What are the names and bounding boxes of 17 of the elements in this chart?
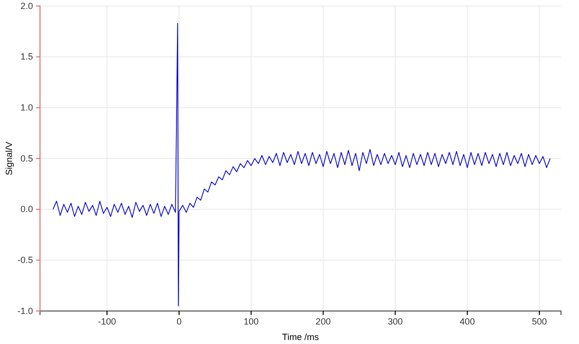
x-axis-title: Time /ms (282, 332, 320, 342)
y-axis-title: Signal/V (4, 142, 14, 176)
x-tick-label: -100 (98, 316, 116, 326)
line-series (52, 22, 551, 306)
y-tick-label: -0.5 (17, 255, 33, 266)
y-tick-label: 1.5 (20, 52, 33, 62)
y-tick-label: 1.0 (20, 102, 33, 113)
y-tick-label: 0.0 (20, 204, 33, 214)
y-tick-label: 2.0 (20, 0, 33, 11)
x-tick-label: 200 (316, 316, 331, 326)
x-tick-label: 0 (176, 316, 182, 326)
x-tick-label: 500 (532, 316, 547, 326)
x-tick-label: 100 (244, 316, 259, 326)
x-tick-label: 400 (460, 316, 475, 326)
y-tick-label: -1.0 (17, 306, 33, 316)
y-tick-label: 0.5 (20, 153, 33, 164)
x-tick-label: 300 (388, 316, 403, 326)
